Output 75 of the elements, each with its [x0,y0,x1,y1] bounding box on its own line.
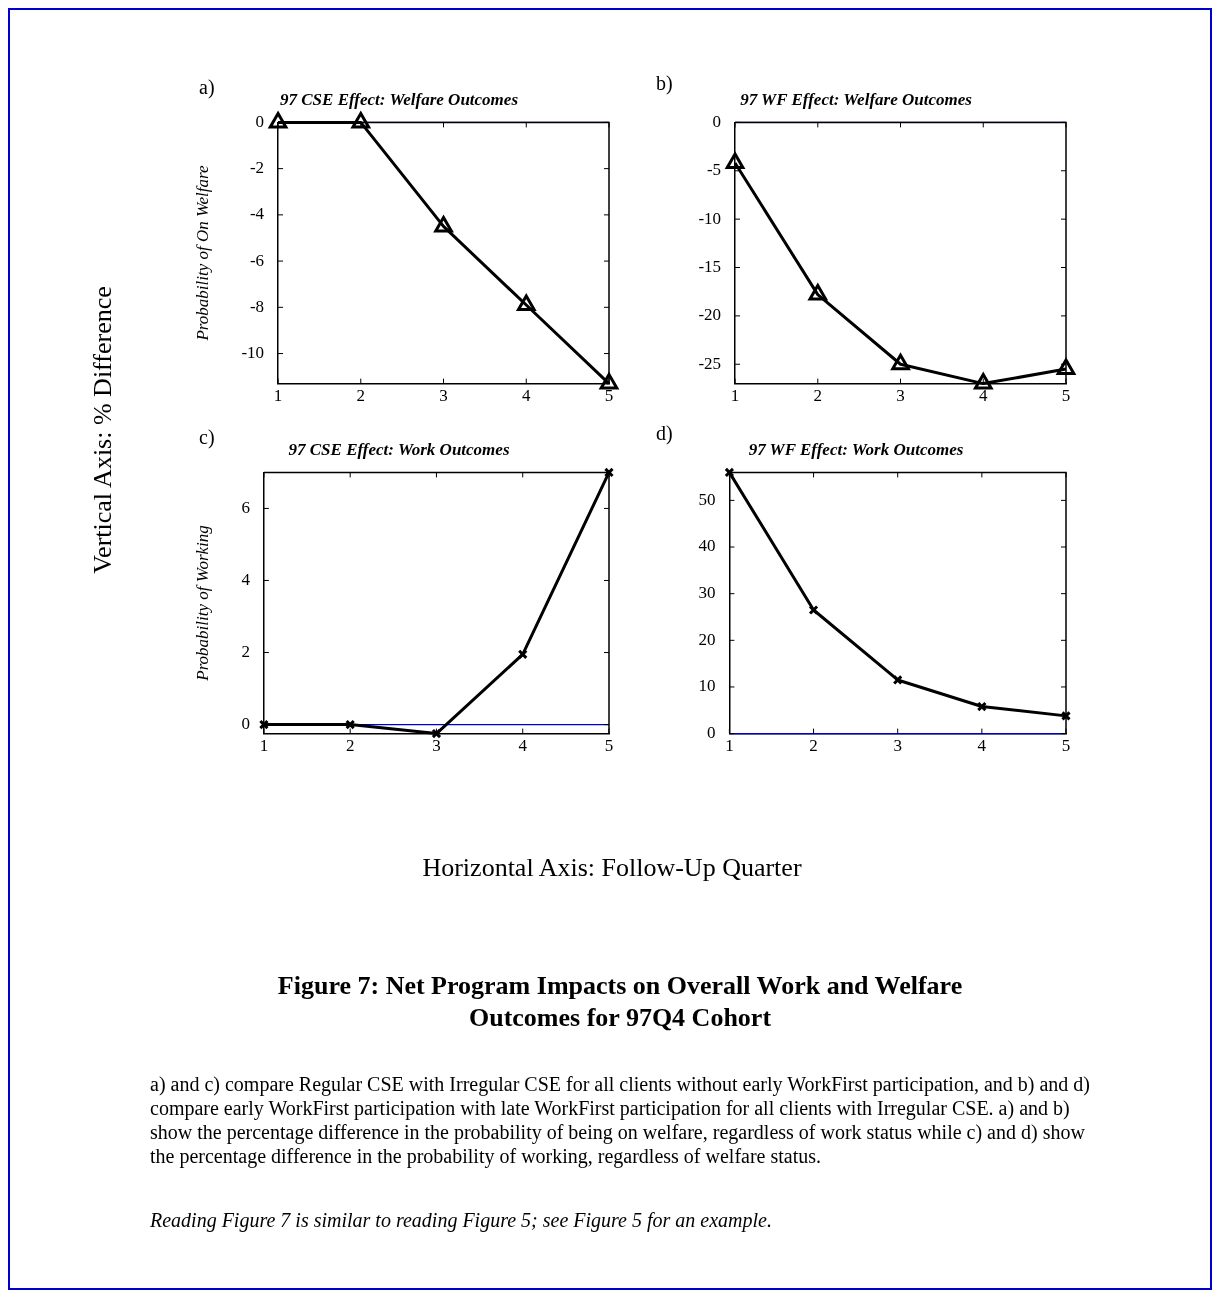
x-tick-label: 4 [518,736,528,756]
text: c) [199,426,215,449]
x-tick-label: 4 [522,386,532,406]
point [268,111,288,129]
y-tick-label: 30 [698,583,716,603]
text: b) [656,72,673,95]
point [891,353,910,371]
point [1056,358,1076,376]
y-axis-title: Probability of Working [192,525,212,682]
x-tick-label: 1 [259,736,269,756]
x-tick-label: 1 [730,386,740,406]
x-tick-label: 2 [813,386,823,406]
point [725,152,745,170]
x-tick-label: 4 [979,386,989,406]
text: d) [656,422,673,445]
text: a) and c) compare Regular CSE with Irregular CSE for all clients without early WorkFirst participation, and b) and d) compare early WorkFirst participation with late WorkFirst participation for all clients with Irregular CSE. a) and b) show the percentage difference in the probability of being on welfare, regardless of work status while c) and d) show the percentage difference in the probability of working, regardless of welfare status. [150,1072,1091,1168]
x-tick-label: 2 [809,736,818,756]
y-tick-label: 2 [241,642,250,662]
y-tick-label: 6 [241,497,250,517]
text: a) [199,76,215,99]
y-tick-label: 20 [698,629,716,649]
text: Figure 7: Net Program Impacts on Overall Work and Welfare Outcomes for 97Q4 Cohort [276,970,964,1034]
text: Vertical Axis: % Difference [88,286,118,574]
y-tick-label: -2 [249,158,265,178]
point [351,111,371,129]
y-tick-label: 50 [698,489,716,509]
y-tick-label: -5 [706,160,722,180]
x-tick-label: 1 [725,736,734,756]
point [973,373,993,390]
x-tick-label: 4 [977,736,987,756]
point [808,284,828,301]
y-tick-label: 0 [712,111,722,131]
x-tick-label: 1 [273,386,283,406]
point [516,294,536,312]
text: Reading Figure 7 is similar to reading Figure 5; see Figure 5 for an example. [150,1208,773,1232]
x-tick-label: 3 [439,386,448,406]
y-tick-label: -20 [698,305,722,325]
point [599,373,619,390]
y-axis-title: Probability of On Welfare [192,164,212,342]
point [434,215,453,233]
x-tick-label: 5 [604,736,614,756]
x-tick-label: 3 [893,736,902,756]
point [431,728,442,739]
point [892,674,903,685]
x-tick-label: 2 [356,386,366,406]
y-tick-label: -10 [698,208,722,228]
y-tick-label: -8 [249,296,265,316]
x-tick-label: 5 [1061,386,1071,406]
y-tick-label: 40 [698,536,716,556]
point [724,467,735,478]
y-tick-label: -15 [698,256,722,276]
chart-title: 97 CSE Effect: Work Outcomes [288,439,510,459]
y-tick-label: 0 [241,714,250,734]
chart-title: 97 CSE Effect: Welfare Outcomes [280,89,519,109]
y-tick-label: -10 [241,343,265,363]
chart-title: 97 WF Effect: Welfare Outcomes [740,89,973,109]
y-tick-label: 0 [255,111,265,131]
x-tick-label: 3 [432,736,441,756]
y-tick-label: -6 [249,250,265,270]
y-tick-label: 10 [698,676,716,696]
y-tick-label: -25 [698,353,722,373]
x-tick-label: 3 [896,386,905,406]
x-tick-label: 5 [1061,736,1071,756]
chart-title: 97 WF Effect: Work Outcomes [748,439,964,459]
y-tick-label: 4 [241,569,251,589]
point [517,649,528,660]
text: Horizontal Axis: Follow-Up Quarter [421,853,803,883]
point [345,719,356,730]
x-tick-label: 2 [345,736,355,756]
point [603,467,615,478]
y-tick-label: 0 [706,723,716,743]
y-tick-label: -4 [249,204,265,224]
point [976,701,987,712]
x-tick-label: 5 [604,386,614,406]
point [808,604,819,616]
